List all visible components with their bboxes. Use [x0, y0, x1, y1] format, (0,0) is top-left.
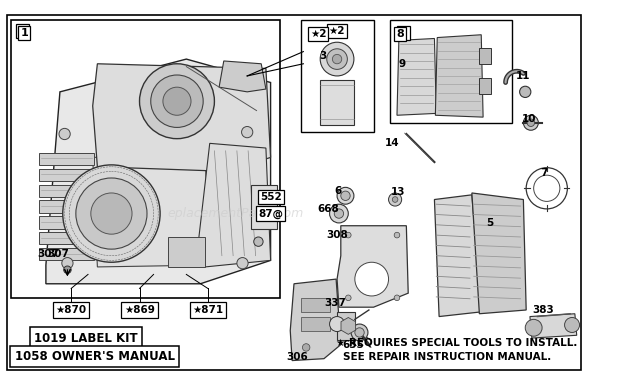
Polygon shape: [341, 318, 356, 334]
Circle shape: [389, 193, 402, 206]
Text: 5: 5: [486, 218, 493, 228]
Circle shape: [334, 209, 343, 218]
Text: 9: 9: [399, 59, 406, 69]
Bar: [479, 78, 490, 94]
Circle shape: [242, 127, 253, 138]
Circle shape: [303, 344, 310, 351]
Text: 6: 6: [334, 186, 342, 196]
Bar: [301, 298, 330, 312]
Bar: [39, 153, 94, 165]
Text: ★ REQUIRES SPECIAL TOOLS TO INSTALL.: ★ REQUIRES SPECIAL TOOLS TO INSTALL.: [336, 338, 577, 348]
Text: 383: 383: [533, 305, 554, 315]
Text: 10: 10: [521, 114, 536, 124]
Text: 8: 8: [400, 28, 407, 38]
Bar: [39, 169, 94, 181]
Text: 307: 307: [47, 249, 69, 259]
Text: 1019 LABEL KIT: 1019 LABEL KIT: [34, 331, 138, 345]
Text: SEE REPAIR INSTRUCTION MANUAL.: SEE REPAIR INSTRUCTION MANUAL.: [343, 352, 551, 362]
Circle shape: [91, 193, 132, 234]
Circle shape: [355, 262, 389, 296]
Bar: [337, 312, 355, 340]
Bar: [320, 80, 354, 125]
Bar: [39, 201, 94, 213]
Circle shape: [392, 197, 398, 203]
Text: 306: 306: [286, 352, 308, 362]
Bar: [301, 316, 330, 331]
Polygon shape: [93, 155, 210, 267]
Circle shape: [76, 178, 147, 249]
Circle shape: [345, 232, 351, 238]
Circle shape: [337, 187, 354, 204]
Bar: [39, 184, 94, 197]
Text: 1058 OWNER'S MANUAL: 1058 OWNER'S MANUAL: [15, 350, 175, 363]
Bar: [479, 48, 490, 64]
Circle shape: [140, 64, 215, 139]
Text: 11: 11: [516, 71, 530, 81]
Polygon shape: [435, 35, 483, 117]
Circle shape: [64, 266, 71, 273]
Circle shape: [237, 258, 248, 269]
Circle shape: [355, 328, 364, 337]
Circle shape: [520, 86, 531, 97]
Text: 3: 3: [319, 51, 327, 61]
Circle shape: [62, 258, 73, 269]
Circle shape: [394, 232, 400, 238]
Circle shape: [320, 42, 354, 76]
Polygon shape: [290, 279, 341, 361]
Text: 337: 337: [324, 298, 346, 308]
Text: ★869: ★869: [124, 305, 155, 315]
Polygon shape: [435, 195, 481, 316]
Text: 635: 635: [343, 340, 365, 350]
Circle shape: [332, 54, 342, 64]
Text: 552: 552: [260, 192, 281, 202]
Circle shape: [527, 119, 534, 127]
Polygon shape: [196, 143, 270, 267]
Circle shape: [394, 295, 400, 301]
Bar: [39, 232, 94, 244]
Text: 308: 308: [326, 230, 348, 240]
Text: 8: 8: [396, 29, 404, 39]
Bar: [251, 186, 277, 229]
Circle shape: [345, 295, 351, 301]
Text: 1: 1: [19, 26, 27, 36]
Text: 1: 1: [20, 28, 29, 38]
Circle shape: [523, 115, 538, 130]
Text: 13: 13: [391, 187, 405, 197]
Text: ★871: ★871: [192, 305, 223, 315]
Circle shape: [63, 165, 160, 262]
Circle shape: [330, 204, 348, 223]
Circle shape: [341, 191, 350, 201]
Polygon shape: [397, 38, 436, 115]
Polygon shape: [337, 226, 408, 307]
Bar: [39, 216, 94, 229]
Bar: [39, 248, 94, 260]
Text: ★870: ★870: [56, 305, 87, 315]
Text: ★2: ★2: [329, 26, 345, 36]
Circle shape: [151, 75, 203, 127]
Bar: [11, 20, 280, 298]
Polygon shape: [530, 314, 577, 338]
Circle shape: [254, 237, 263, 246]
Text: 7: 7: [540, 168, 547, 178]
Text: 14: 14: [385, 138, 399, 148]
Text: 87@: 87@: [258, 208, 283, 219]
Bar: [167, 237, 205, 267]
Polygon shape: [93, 64, 270, 171]
Circle shape: [565, 318, 580, 333]
Polygon shape: [219, 61, 266, 92]
Text: 668: 668: [317, 204, 339, 214]
Text: ★2: ★2: [310, 29, 326, 39]
Circle shape: [163, 87, 191, 115]
Circle shape: [59, 128, 70, 140]
Circle shape: [327, 49, 347, 69]
Polygon shape: [46, 59, 270, 284]
Circle shape: [351, 324, 368, 341]
Circle shape: [330, 316, 345, 331]
Text: eplacementParts.com: eplacementParts.com: [167, 207, 304, 220]
Bar: [301, 20, 374, 132]
Circle shape: [525, 320, 542, 336]
Text: 307: 307: [37, 249, 60, 259]
Bar: [391, 20, 512, 123]
Polygon shape: [472, 193, 526, 314]
